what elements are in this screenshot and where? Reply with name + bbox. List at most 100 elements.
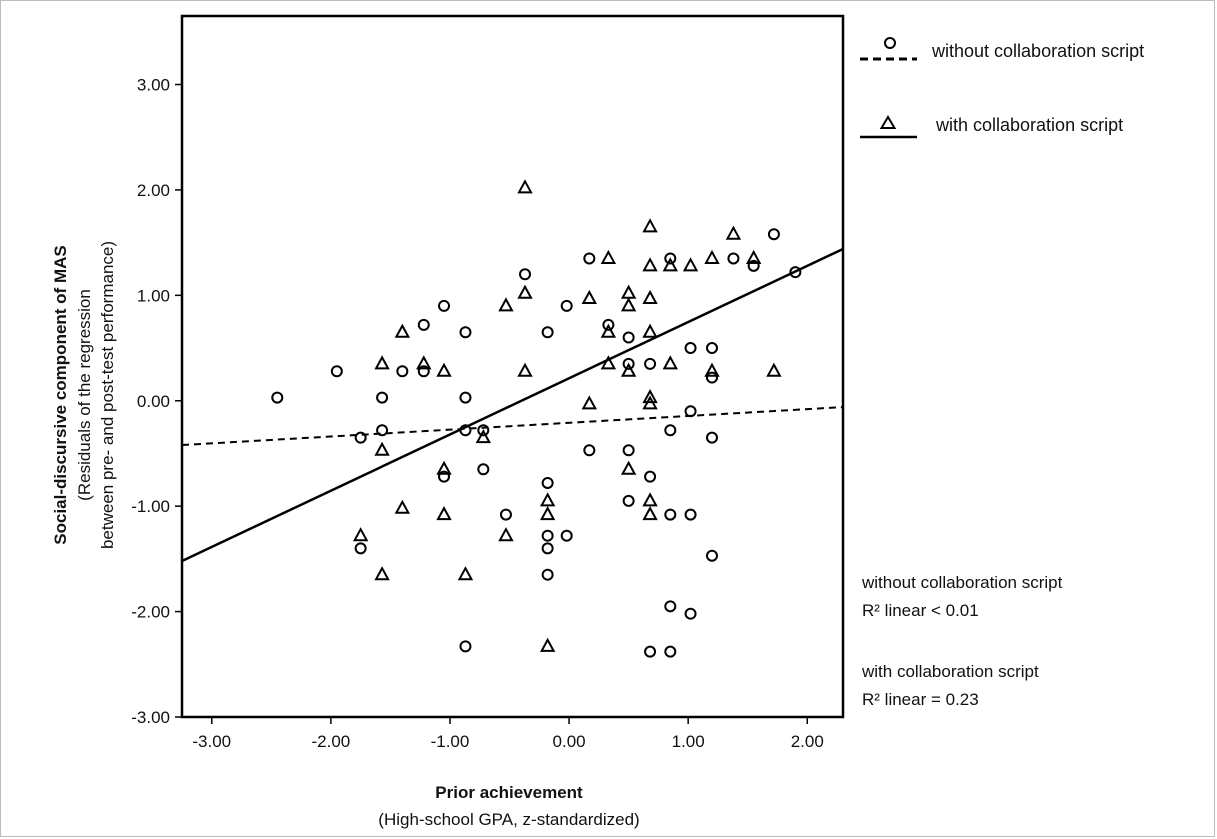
x-tick-label: -2.00 [311, 732, 350, 751]
point-without-script [560, 299, 573, 312]
y-tick-label: 3.00 [137, 76, 170, 95]
point-with-script [416, 355, 432, 370]
point-with-script [436, 506, 452, 521]
point-with-script [517, 179, 533, 194]
point-with-script [436, 362, 452, 377]
x-tick-label: 0.00 [553, 732, 586, 751]
point-without-script [622, 444, 635, 457]
point-with-script [374, 355, 390, 370]
y-tick-label: -3.00 [131, 708, 170, 727]
point-without-script [438, 299, 451, 312]
point-with-script [642, 323, 658, 338]
point-without-script [330, 365, 343, 378]
legend-triangle-marker [879, 115, 897, 129]
point-without-script [705, 431, 718, 444]
point-with-script [642, 289, 658, 305]
point-with-script [517, 284, 533, 299]
r2-label-with-value: R² linear = 0.23 [862, 690, 979, 709]
legend-item-with: with collaboration script [860, 115, 1123, 139]
x-axis-subtitle: (High-school GPA, z-standardized) [378, 810, 639, 829]
point-without-script [622, 331, 635, 344]
point-with-script [620, 284, 637, 299]
y-tick-label: 0.00 [137, 392, 170, 411]
point-without-script [583, 444, 596, 457]
point-without-script [541, 476, 554, 489]
y-axis-ticks: -3.00 -2.00 -1.00 0.00 1.00 2.00 3.00 [131, 76, 182, 727]
regression-lines [181, 247, 844, 563]
point-without-script [519, 268, 532, 281]
point-with-script [662, 355, 678, 370]
point-without-script [459, 424, 472, 437]
point-with-script [725, 225, 742, 240]
point-without-script [417, 318, 430, 331]
point-without-script [664, 424, 677, 437]
point-without-script [622, 494, 635, 507]
x-tick-label: -1.00 [431, 732, 470, 751]
point-with-script [539, 492, 556, 507]
point-without-script [664, 252, 677, 265]
point-with-script [600, 249, 617, 264]
point-with-script [581, 289, 598, 305]
x-tick-label: 2.00 [791, 732, 824, 751]
r2-label-without-name: without collaboration script [861, 573, 1063, 592]
point-without-script [644, 357, 657, 370]
r2-label-without-value: R² linear < 0.01 [862, 601, 979, 620]
point-with-script [600, 355, 617, 370]
point-without-script [664, 645, 677, 658]
x-axis-ticks: -3.00 -2.00 -1.00 0.00 1.00 2.00 [192, 717, 824, 751]
plot-area [180, 14, 845, 719]
point-with-script [457, 566, 474, 581]
point-without-script [477, 463, 490, 476]
legend-label-without: without collaboration script [931, 41, 1144, 61]
point-without-script [767, 228, 780, 241]
fit-line-without-script [181, 406, 844, 447]
point-with-script [498, 527, 514, 542]
point-without-script [705, 342, 718, 355]
legend-circle-marker [884, 37, 896, 49]
y-tick-label: -2.00 [131, 603, 170, 622]
point-without-script [644, 470, 657, 483]
point-without-script [622, 357, 635, 370]
point-with-script [642, 257, 658, 272]
point-with-script [642, 492, 658, 507]
x-tick-label: -3.00 [192, 732, 231, 751]
point-without-script [541, 326, 554, 339]
point-without-script [684, 607, 697, 620]
data-markers [271, 179, 802, 658]
x-tick-label: 1.00 [672, 732, 705, 751]
point-without-script [541, 568, 554, 581]
point-without-script [459, 640, 472, 653]
point-without-script [499, 508, 512, 521]
point-without-script [684, 508, 697, 521]
point-without-script [459, 326, 472, 339]
point-with-script [642, 218, 658, 233]
point-with-script [498, 297, 514, 312]
point-without-script [541, 542, 554, 555]
y-axis-subtitle-1: (Residuals of the regression [75, 289, 94, 501]
point-without-script [727, 252, 740, 265]
r2-label-with-name: with collaboration script [861, 662, 1039, 681]
point-without-script [684, 405, 697, 418]
point-without-script [705, 549, 718, 562]
point-without-script [459, 391, 472, 404]
y-axis-subtitle-2: between pre- and post-test performance) [98, 241, 117, 549]
point-without-script [354, 542, 367, 555]
point-with-script [581, 395, 598, 410]
point-without-script [664, 508, 677, 521]
point-without-script [644, 645, 657, 658]
point-without-script [417, 365, 430, 378]
point-without-script [664, 600, 677, 613]
x-axis-title: Prior achievement [435, 783, 583, 802]
point-with-script [620, 297, 637, 312]
point-with-script [766, 362, 782, 377]
point-without-script [438, 470, 451, 483]
point-without-script [602, 318, 615, 331]
point-without-script [271, 391, 284, 404]
point-without-script [684, 342, 697, 355]
point-without-script [541, 529, 554, 542]
point-with-script [352, 527, 369, 542]
point-without-script [477, 424, 490, 437]
point-without-script [354, 431, 367, 444]
